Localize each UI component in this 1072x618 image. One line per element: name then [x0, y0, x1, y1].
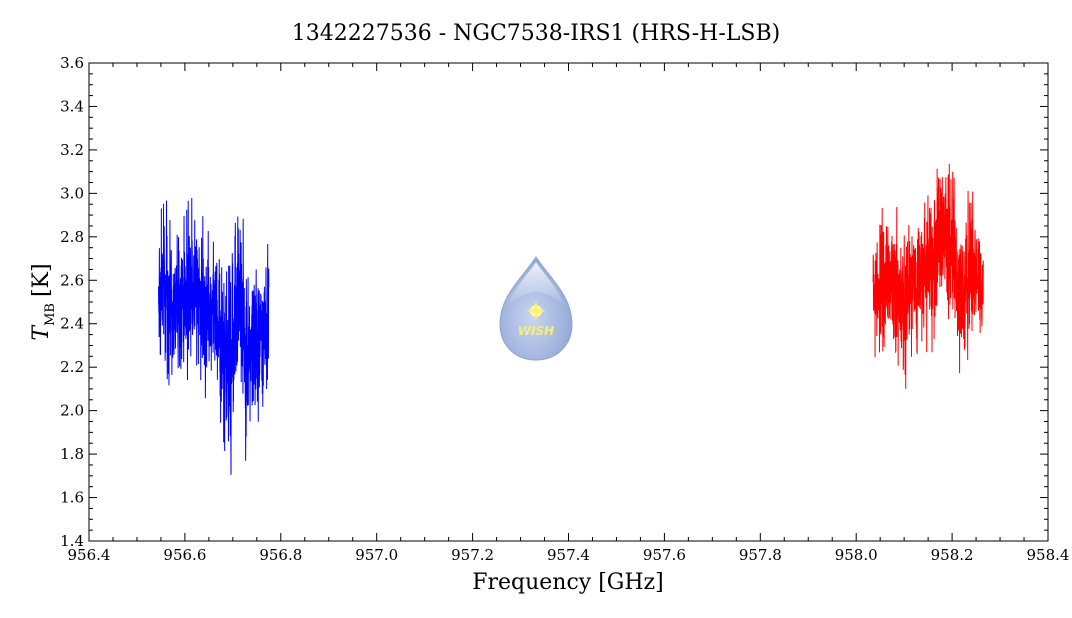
series-layer — [158, 163, 984, 475]
y-axis-label-sub: MB — [43, 303, 58, 326]
x-tick-label: 957.6 — [643, 546, 686, 564]
y-axis-label: TMB [K] — [29, 263, 58, 340]
y-axis-ticks: 1.4 1.6 1.8 2.0 2.2 2.4 2.6 2.8 3.0 3.2 3.4 3.6 — [60, 54, 1048, 550]
x-tick-label: 957.4 — [547, 546, 590, 564]
y-axis-label-main: T — [29, 324, 54, 341]
x-tick-label: 956.4 — [68, 546, 111, 564]
y-tick-label: 2.4 — [60, 315, 84, 333]
x-axis-ticks: 956.4 956.6 956.8 957.0 957.2 957.4 957.6 957.8… — [68, 63, 1070, 564]
y-tick-label: 1.6 — [60, 489, 84, 507]
x-tick-label: 958.4 — [1027, 546, 1070, 564]
y-tick-label: 2.0 — [60, 402, 84, 420]
wish-logo: WISH — [499, 256, 573, 361]
y-tick-label: 3.0 — [60, 184, 84, 202]
y-tick-label: 3.4 — [60, 97, 84, 115]
y-axis-label-unit: [K] — [29, 263, 54, 297]
x-tick-label: 958.0 — [835, 546, 878, 564]
logo-text: WISH — [518, 324, 554, 338]
x-tick-label: 956.8 — [259, 546, 302, 564]
y-tick-label: 1.8 — [60, 445, 84, 463]
y-tick-label: 3.6 — [60, 54, 84, 72]
y-tick-label: 2.8 — [60, 228, 84, 246]
y-tick-label: 3.2 — [60, 141, 84, 159]
x-tick-label: 957.2 — [451, 546, 494, 564]
x-tick-label: 957.0 — [355, 546, 398, 564]
x-tick-label: 956.6 — [163, 546, 206, 564]
svg-text:TMB[K]: TMB [K] — [29, 263, 58, 340]
chart-title: 1342227536 - NGC7538-IRS1 (HRS-H-LSB) — [292, 21, 780, 46]
y-tick-label: 2.2 — [60, 358, 84, 376]
series-1-line — [158, 197, 270, 475]
y-tick-label: 2.6 — [60, 271, 84, 289]
x-axis-label: Frequency [GHz] — [472, 570, 664, 595]
y-tick-label: 1.4 — [60, 532, 84, 550]
x-tick-label: 958.2 — [931, 546, 974, 564]
series-2-line — [872, 163, 984, 389]
x-tick-label: 957.8 — [739, 546, 782, 564]
